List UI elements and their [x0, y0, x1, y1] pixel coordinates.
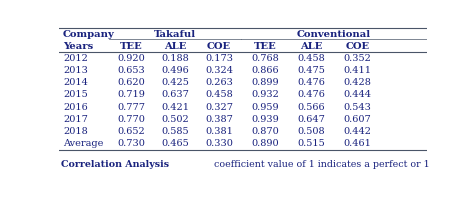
Text: 0.442: 0.442 — [344, 127, 372, 136]
Text: COE: COE — [346, 42, 370, 51]
Text: 0.653: 0.653 — [117, 66, 145, 75]
Text: 0.866: 0.866 — [251, 66, 279, 75]
Text: 0.920: 0.920 — [117, 54, 145, 63]
Text: ALE: ALE — [300, 42, 322, 51]
Text: Conventional: Conventional — [297, 30, 371, 39]
Text: 2012: 2012 — [63, 54, 88, 63]
Text: 0.428: 0.428 — [344, 78, 372, 87]
Text: 0.502: 0.502 — [161, 115, 189, 124]
Text: 0.899: 0.899 — [251, 78, 279, 87]
Text: Correlation Analysis: Correlation Analysis — [61, 160, 169, 169]
Text: TEE: TEE — [254, 42, 276, 51]
Text: coefficient value of 1 indicates a perfect or 1: coefficient value of 1 indicates a perfe… — [213, 160, 429, 169]
Text: 0.585: 0.585 — [161, 127, 189, 136]
Text: 0.458: 0.458 — [297, 54, 325, 63]
Text: 0.188: 0.188 — [161, 54, 189, 63]
Text: 0.770: 0.770 — [117, 115, 145, 124]
Text: 0.476: 0.476 — [297, 90, 325, 99]
Text: 0.620: 0.620 — [117, 78, 145, 87]
Text: 0.515: 0.515 — [297, 139, 325, 148]
Text: Takaful: Takaful — [154, 30, 196, 39]
Text: 0.352: 0.352 — [344, 54, 372, 63]
Text: 0.444: 0.444 — [344, 90, 372, 99]
Text: 0.607: 0.607 — [344, 115, 372, 124]
Text: 2017: 2017 — [63, 115, 88, 124]
Text: Years: Years — [63, 42, 93, 51]
Text: 0.768: 0.768 — [251, 54, 279, 63]
Text: Company: Company — [63, 30, 115, 39]
Text: ALE: ALE — [164, 42, 186, 51]
Text: 0.939: 0.939 — [251, 115, 279, 124]
Text: 0.652: 0.652 — [117, 127, 145, 136]
Text: 2013: 2013 — [63, 66, 88, 75]
Text: 0.461: 0.461 — [344, 139, 372, 148]
Text: 0.465: 0.465 — [161, 139, 189, 148]
Text: COE: COE — [207, 42, 231, 51]
Text: 0.890: 0.890 — [251, 139, 279, 148]
Text: 0.777: 0.777 — [117, 103, 145, 112]
Text: 2014: 2014 — [63, 78, 88, 87]
Text: 0.476: 0.476 — [297, 78, 325, 87]
Text: 0.870: 0.870 — [251, 127, 279, 136]
Text: 0.543: 0.543 — [344, 103, 372, 112]
Text: Average: Average — [63, 139, 103, 148]
Text: 0.425: 0.425 — [161, 78, 189, 87]
Text: 0.330: 0.330 — [205, 139, 233, 148]
Text: 0.475: 0.475 — [297, 66, 325, 75]
Text: 0.932: 0.932 — [251, 90, 279, 99]
Text: 0.730: 0.730 — [117, 139, 145, 148]
Text: 0.421: 0.421 — [161, 103, 189, 112]
Text: 0.566: 0.566 — [297, 103, 325, 112]
Text: 0.508: 0.508 — [297, 127, 325, 136]
Text: 0.458: 0.458 — [205, 90, 233, 99]
Text: 0.324: 0.324 — [205, 66, 233, 75]
Text: 0.327: 0.327 — [205, 103, 233, 112]
Text: 0.387: 0.387 — [205, 115, 233, 124]
Text: 2016: 2016 — [63, 103, 88, 112]
Text: 0.381: 0.381 — [205, 127, 233, 136]
Text: 2018: 2018 — [63, 127, 88, 136]
Text: 0.496: 0.496 — [161, 66, 189, 75]
Text: 0.959: 0.959 — [251, 103, 279, 112]
Text: 0.719: 0.719 — [117, 90, 145, 99]
Text: 2015: 2015 — [63, 90, 88, 99]
Text: 0.411: 0.411 — [344, 66, 372, 75]
Text: 0.173: 0.173 — [205, 54, 233, 63]
Text: 0.263: 0.263 — [205, 78, 233, 87]
Text: 0.647: 0.647 — [297, 115, 325, 124]
Text: TEE: TEE — [119, 42, 142, 51]
Text: 0.637: 0.637 — [161, 90, 189, 99]
